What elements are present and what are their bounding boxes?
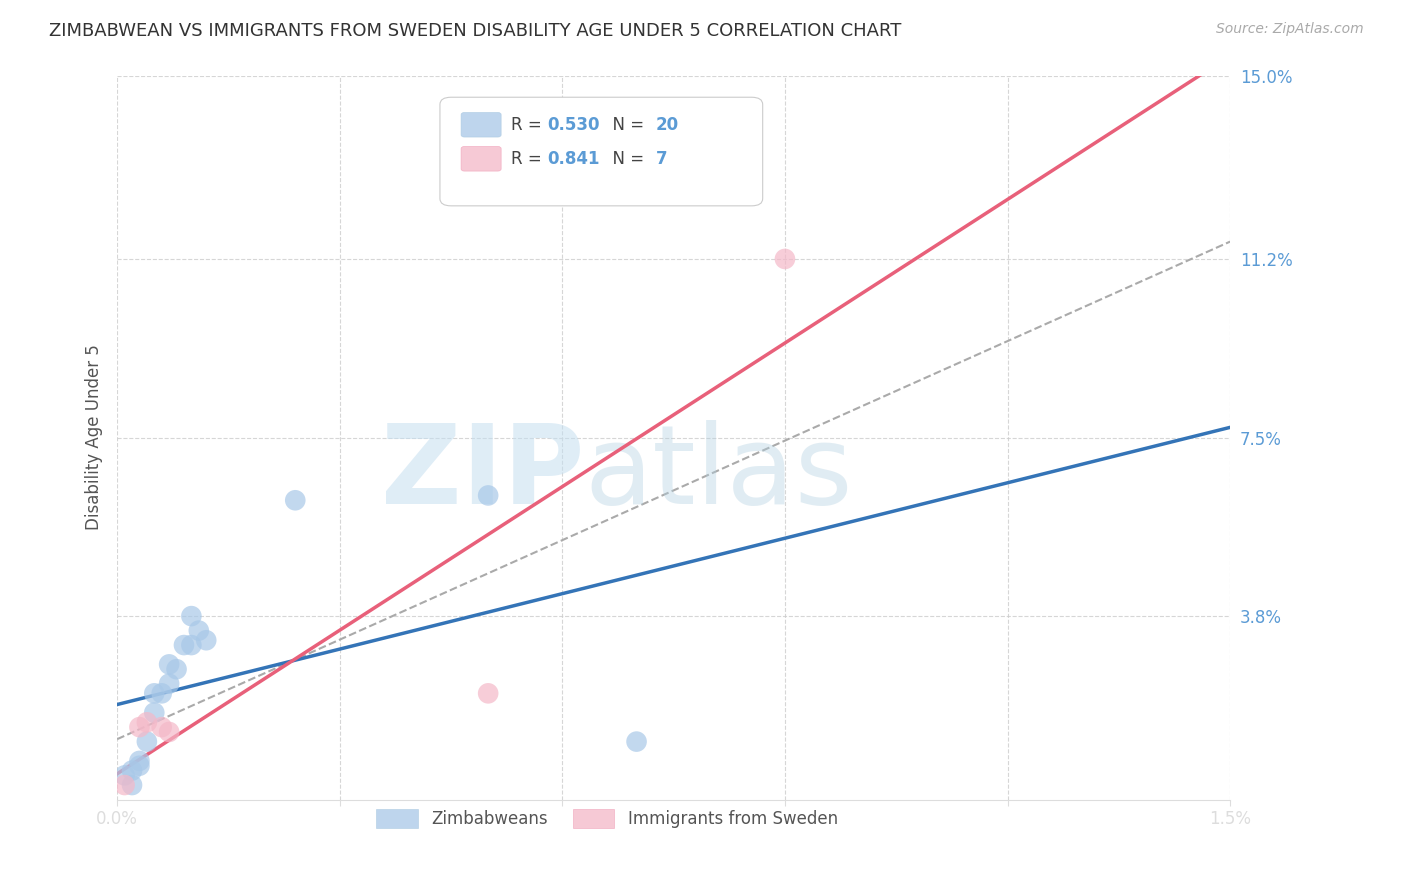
Point [626, 734, 648, 748]
Point [187, 624, 209, 638]
Point [114, 778, 136, 792]
Point [143, 706, 166, 720]
Point [284, 493, 307, 508]
Point [180, 638, 202, 652]
Point [128, 758, 150, 772]
Text: N =: N = [602, 116, 650, 134]
FancyBboxPatch shape [461, 146, 501, 171]
Point [180, 609, 202, 624]
Point [157, 725, 180, 739]
Text: Source: ZipAtlas.com: Source: ZipAtlas.com [1216, 22, 1364, 37]
Point [157, 657, 180, 672]
Text: 20: 20 [655, 116, 679, 134]
Point [166, 662, 188, 676]
Point [121, 764, 143, 778]
Text: ZIP: ZIP [381, 420, 585, 527]
Text: R =: R = [512, 116, 547, 134]
Point [150, 686, 173, 700]
Point [477, 686, 499, 700]
Text: R =: R = [512, 150, 547, 168]
Point [773, 252, 796, 266]
Legend: Zimbabweans, Immigrants from Sweden: Zimbabweans, Immigrants from Sweden [370, 802, 845, 835]
FancyBboxPatch shape [461, 112, 501, 137]
Point [135, 734, 157, 748]
Text: 7: 7 [655, 150, 668, 168]
Text: ZIMBABWEAN VS IMMIGRANTS FROM SWEDEN DISABILITY AGE UNDER 5 CORRELATION CHART: ZIMBABWEAN VS IMMIGRANTS FROM SWEDEN DIS… [49, 22, 901, 40]
Point [157, 676, 180, 690]
Point [135, 715, 157, 730]
Text: 0.841: 0.841 [547, 150, 599, 168]
Y-axis label: Disability Age Under 5: Disability Age Under 5 [86, 344, 103, 531]
Text: N =: N = [602, 150, 650, 168]
Point [173, 638, 195, 652]
Text: atlas: atlas [585, 420, 853, 527]
Point [195, 633, 218, 648]
Point [121, 778, 143, 792]
FancyBboxPatch shape [440, 97, 762, 206]
Point [143, 686, 166, 700]
Point [150, 720, 173, 734]
Point [128, 720, 150, 734]
Point [114, 768, 136, 782]
Point [128, 754, 150, 768]
Point [477, 488, 499, 502]
Text: 0.530: 0.530 [547, 116, 599, 134]
